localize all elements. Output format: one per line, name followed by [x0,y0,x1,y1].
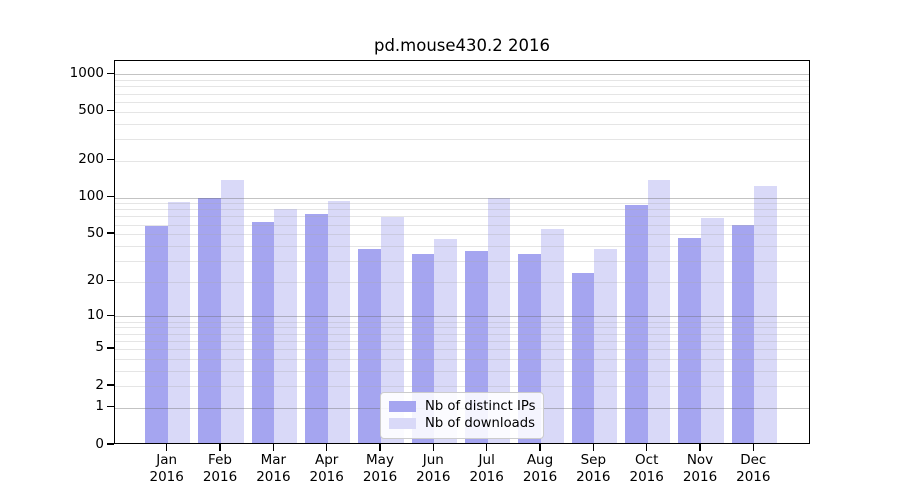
bar-ips-mar [251,221,275,443]
bar-ips-apr [305,214,328,443]
y-tick-mark-1000 [107,72,114,75]
x-tick-label-mar: Mar 2016 [241,452,305,485]
y-tick-mark-500 [107,109,114,112]
gridline-500 [115,111,809,113]
x-tick-mark-apr [326,444,328,451]
chart-title: pd.mouse430.2 2016 [373,36,551,55]
y-tick-mark-10 [107,314,114,317]
y-tick-label-200: 200 [78,151,104,168]
bar-downloads-aug [541,229,564,443]
gridline-800 [115,86,809,88]
x-tick-mark-jul [486,444,488,451]
x-tick-label-nov: Nov 2016 [668,452,732,485]
x-tick-mark-jan [166,444,168,451]
x-tick-label-oct: Oct 2016 [615,452,679,485]
x-tick-year-aug: 2016 [522,468,558,485]
x-tick-mark-may [379,444,381,451]
y-tick-label-20: 20 [86,272,104,289]
y-tick-label-1: 1 [95,398,104,415]
gridline-600 [115,101,809,103]
gridline-1000 [115,74,809,76]
bar-downloads-oct [647,179,671,443]
bar-downloads-may [381,216,404,443]
gridline-900 [115,80,809,82]
x-tick-year-nov: 2016 [682,468,718,485]
x-tick-year-jan: 2016 [149,468,184,485]
bar-downloads-sep [594,249,617,443]
gridline-200 [115,160,809,162]
x-tick-year-jun: 2016 [416,468,451,485]
x-tick-mark-aug [539,444,541,451]
y-tick-mark-50 [107,232,114,234]
legend-row-downloads: Nb of downloads [389,415,535,432]
x-tick-year-may: 2016 [362,468,398,485]
x-tick-mark-jun [432,444,434,451]
y-tick-label-100: 100 [78,188,104,204]
x-tick-label-jun: Jun 2016 [401,452,465,485]
y-tick-mark-0 [107,443,114,445]
y-tick-mark-100 [107,195,114,198]
bar-ips-nov [678,237,701,443]
x-tick-year-dec: 2016 [736,468,771,485]
bar-downloads-jan [167,202,191,443]
legend: Nb of distinct IPs Nb of downloads [380,392,544,439]
bar-ips-may [358,249,381,443]
gridline-700 [115,93,809,95]
x-tick-mark-sep [592,444,594,451]
x-tick-mark-feb [219,444,221,451]
gridline-300 [115,138,809,140]
y-tick-label-0: 0 [95,435,104,452]
x-tick-mark-dec [752,444,754,451]
y-tick-label-2: 2 [95,376,104,393]
y-tick-label-5: 5 [95,339,104,356]
x-tick-label-jan: Jan 2016 [135,452,199,485]
y-tick-label-1000: 1000 [69,64,104,81]
bar-ips-oct [625,205,648,443]
x-tick-year-jul: 2016 [469,468,504,485]
bar-downloads-dec [754,186,777,443]
x-tick-label-dec: Dec 2016 [721,452,785,485]
x-tick-year-feb: 2016 [202,468,238,485]
bar-ips-dec [731,225,755,443]
x-tick-label-jul: Jul 2016 [455,452,519,485]
bar-downloads-nov [701,217,724,443]
y-tick-mark-2 [107,384,114,386]
y-tick-label-50: 50 [86,224,104,241]
legend-row-ips: Nb of distinct IPs [389,398,536,415]
x-tick-label-feb: Feb 2016 [188,452,252,485]
bar-downloads-apr [327,201,351,443]
legend-swatch-distinct-ips [389,401,416,412]
x-tick-year-mar: 2016 [256,468,291,485]
x-tick-label-may: May 2016 [348,452,412,485]
bar-ips-feb [198,198,221,443]
y-tick-label-10: 10 [86,306,104,323]
x-tick-year-oct: 2016 [629,468,664,485]
x-tick-year-apr: 2016 [309,468,344,485]
x-tick-label-aug: Aug 2016 [508,452,572,485]
bar-downloads-mar [274,209,297,443]
y-tick-mark-1 [107,406,114,408]
x-tick-label-sep: Sep 2016 [561,452,625,485]
x-tick-mark-oct [646,444,648,451]
gridline-400 [115,123,809,125]
legend-swatch-downloads [389,418,416,429]
bar-downloads-jul [487,198,511,443]
plot-area [114,60,810,444]
y-tick-mark-20 [107,280,114,282]
bar-downloads-feb [221,180,244,443]
x-tick-year-sep: 2016 [576,468,611,485]
x-tick-mark-nov [699,444,701,451]
legend-label-downloads: Nb of downloads [425,416,535,431]
x-tick-label-apr: Apr 2016 [295,452,359,485]
y-tick-label-500: 500 [78,102,104,119]
bar-ips-jan [145,226,168,443]
bar-ips-sep [571,272,595,443]
y-tick-mark-200 [107,158,114,161]
bar-downloads-jun [434,238,457,443]
y-tick-mark-5 [107,347,114,349]
legend-label-distinct-ips: Nb of distinct IPs [425,399,536,414]
x-tick-mark-mar [272,444,275,451]
